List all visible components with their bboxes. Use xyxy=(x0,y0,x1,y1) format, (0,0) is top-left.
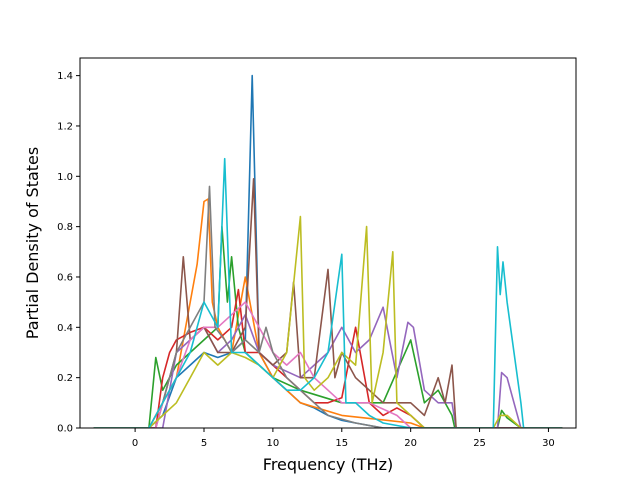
x-tick-label: 15 xyxy=(335,438,348,449)
x-tick-label: 5 xyxy=(201,438,207,449)
y-tick-label: 0.8 xyxy=(57,222,73,233)
y-tick-label: 0.6 xyxy=(57,272,73,283)
y-tick-label: 1.4 xyxy=(57,71,73,82)
y-tick-label: 0.2 xyxy=(57,373,73,384)
plot-frame xyxy=(79,57,577,429)
series-line-10 xyxy=(93,157,563,428)
series-line-6 xyxy=(93,178,563,428)
series-line-7 xyxy=(93,301,563,428)
series-line-9 xyxy=(93,215,563,428)
x-axis: 0 5 10 15 20 25 30 xyxy=(132,428,555,449)
series-line-4 xyxy=(93,288,563,428)
x-tick-label: 20 xyxy=(404,438,417,449)
series-line-2 xyxy=(93,198,563,428)
x-tick-label: 25 xyxy=(473,438,486,449)
y-tick-label: 1.0 xyxy=(57,172,73,183)
y-tick-label: 0.0 xyxy=(57,424,73,435)
x-axis-label: Frequency (THz) xyxy=(263,455,393,474)
y-axis: 0.0 0.2 0.4 0.6 0.8 1.0 1.2 1.4 xyxy=(57,71,80,435)
series-line-8 xyxy=(93,185,563,428)
y-axis-label: Partial Density of States xyxy=(23,147,42,339)
y-tick-label: 0.4 xyxy=(57,323,73,334)
x-tick-label: 30 xyxy=(542,438,555,449)
y-tick-label: 1.2 xyxy=(57,121,73,132)
x-tick-label: 10 xyxy=(267,438,280,449)
series-layer xyxy=(93,74,563,428)
x-tick-label: 0 xyxy=(132,438,138,449)
